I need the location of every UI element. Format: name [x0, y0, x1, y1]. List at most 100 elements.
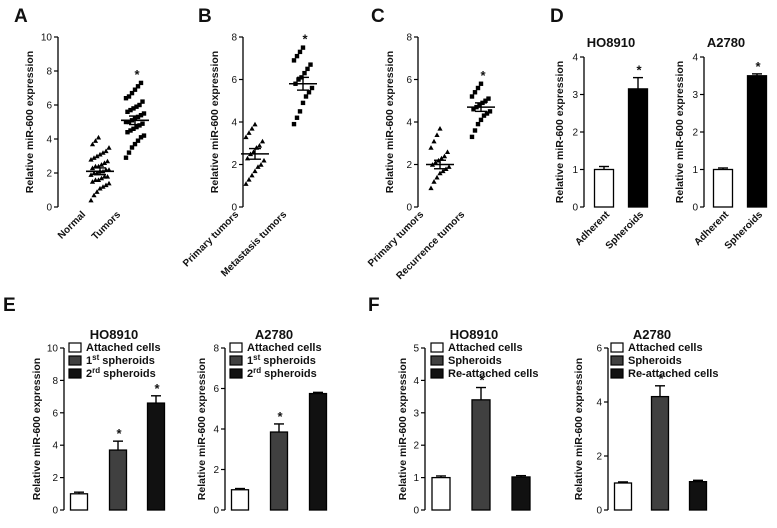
panel-0-data-point [123, 119, 129, 125]
panel-0-data-point [104, 174, 111, 179]
panel-6-y-axis-label: Relative miR-600 expression [196, 358, 208, 500]
panel-7-legend-swatch [430, 368, 444, 379]
panel-4-y-tick-label: 2 [692, 128, 698, 139]
panel-0-y-tick-label: 4 [46, 135, 52, 146]
panel-7-y-tick-label: 0 [413, 506, 419, 517]
panel-0-data-point [129, 145, 135, 150]
panel-5-y-tick-label: 10 [47, 344, 59, 355]
panel-0-data-point [137, 123, 142, 128]
panel-8-legend-swatch [610, 355, 624, 366]
panel-7-significance-star: * [479, 373, 485, 388]
panel-4-y-tick-label: 0 [692, 203, 698, 214]
panel-2-letter: C [371, 6, 385, 27]
panel-5-bar [108, 449, 128, 511]
panel-8-legend-label: Re-attached cells [628, 368, 718, 380]
panel-0-data-point [134, 124, 139, 130]
panel-0-letter: A [14, 6, 28, 27]
panel-5-y-tick-label: 6 [52, 408, 58, 419]
panel-5-significance-star: * [116, 426, 122, 441]
panel-2-data-point [472, 128, 478, 133]
panel-7-y-tick-label: 3 [413, 408, 419, 419]
panel-0-data-point [103, 148, 109, 154]
panel-0-data-point [100, 150, 106, 155]
panel-2-data-point [484, 111, 490, 116]
panel-2-y-tick-label: 2 [406, 160, 412, 171]
panel-2-y-tick-label: 8 [406, 33, 412, 44]
panel-8-significance-star: * [658, 371, 664, 386]
panel-6-legend-label: 2rd spheroids [247, 366, 317, 380]
panel-8-legend-swatch [610, 342, 624, 353]
panel-1-data-point [291, 58, 297, 63]
panel-5-letter: E [3, 295, 16, 316]
panel-2-data-point [478, 117, 484, 123]
panel-1-data-point [243, 181, 249, 186]
panel-4-y-axis-label: Relative miR-600 expression [674, 61, 686, 203]
panel-7-y-tick-label: 4 [413, 376, 419, 387]
panel-1-data-point [252, 121, 258, 127]
panel-1-data-point [309, 85, 315, 91]
panel-1-data-point [246, 130, 252, 135]
panel-1-data-point [291, 121, 297, 127]
panel-6-y-tick-label: 2 [213, 465, 219, 476]
panel-2-y-tick-label: 6 [406, 75, 412, 86]
panel-8-legend-label: Spheroids [628, 355, 682, 367]
panel-6-title: A2780 [255, 327, 293, 342]
panel-1-data-point [243, 134, 249, 140]
panel-1-y-tick-label: 4 [231, 118, 237, 129]
panel-6-y-tick-label: 8 [213, 344, 219, 355]
panel-3-y-tick-label: 2 [572, 128, 578, 139]
panel-2-data-point [444, 149, 451, 154]
panel-0-data-point [89, 179, 96, 184]
panel-0-data-point [97, 185, 103, 191]
panel-0-data-point [95, 134, 102, 140]
panel-2-data-point [481, 113, 487, 118]
panel-2-data-point [434, 174, 440, 180]
panel-0-data-point [106, 145, 112, 150]
panel-5-y-tick-label: 8 [52, 376, 58, 387]
panel-0-y-tick-label: 6 [46, 101, 52, 112]
panel-2-data-point [440, 168, 446, 174]
panel-2-data-point [428, 185, 434, 191]
panel-7-legend-label: Attached cells [448, 342, 523, 354]
panel-7-bar [471, 399, 491, 511]
panel-0-data-point [89, 165, 96, 171]
panel-3-y-axis-label: Relative miR-600 expression [554, 61, 566, 203]
panel-0-data-point [135, 138, 141, 143]
panel-1-data-point [297, 109, 303, 114]
panel-1-data-point [300, 45, 306, 50]
panel-2-data-point [469, 94, 475, 99]
panel-6-legend-swatch [229, 368, 243, 379]
panel-5-bar [146, 402, 166, 511]
panel-2-y-tick-label: 0 [406, 203, 412, 214]
panel-1-data-point [256, 142, 263, 148]
panel-1-y-tick-label: 8 [231, 33, 237, 44]
panel-0-data-point [95, 177, 102, 182]
panel-7-bar [511, 476, 531, 511]
panel-8-title: A2780 [633, 327, 671, 342]
panel-6-y-tick-label: 6 [213, 384, 219, 395]
panel-0-data-point [141, 133, 147, 138]
panel-1-data-point [294, 115, 300, 120]
panel-6-legend-swatch [229, 355, 243, 366]
panel-1-data-point [294, 53, 300, 59]
panel-2-data-point [478, 81, 484, 86]
panel-0-data-point [91, 155, 97, 160]
panel-0-data-point [101, 160, 108, 165]
panel-0-data-point [138, 113, 144, 118]
panel-6-bar [308, 392, 328, 511]
panel-7-letter: F [368, 295, 380, 316]
panel-3-letter: D [550, 6, 564, 27]
panel-1-data-point [305, 66, 310, 72]
panel-0-data-point [88, 157, 94, 162]
panel-8-legend-swatch [610, 368, 624, 379]
panel-0-data-point [128, 128, 133, 133]
panel-8-bar [688, 480, 708, 511]
panel-6-significance-star: * [277, 409, 283, 424]
panel-3-bar [593, 168, 615, 208]
panel-1-data-point [303, 94, 309, 99]
panel-3-bar [627, 88, 649, 208]
panel-3-title: HO8910 [587, 35, 635, 50]
panel-0-data-point [88, 172, 94, 177]
panel-1-data-point [306, 90, 312, 95]
panel-0-data-point [129, 90, 135, 96]
